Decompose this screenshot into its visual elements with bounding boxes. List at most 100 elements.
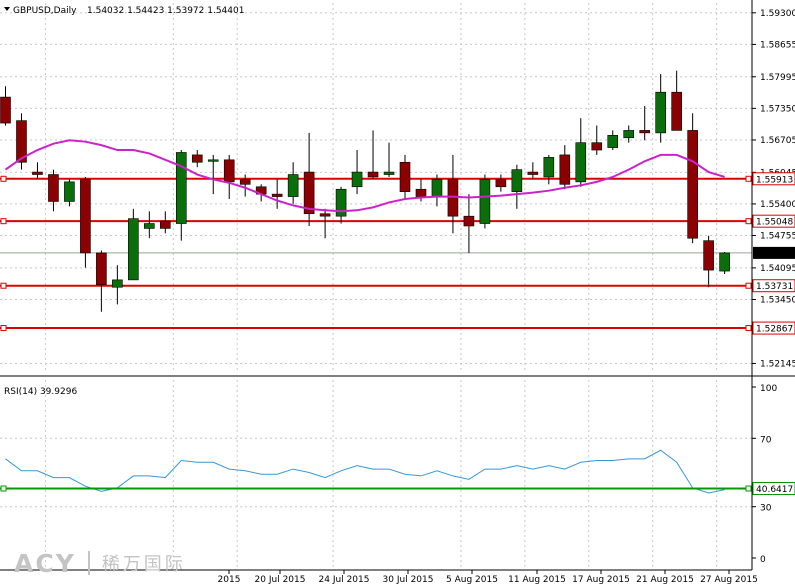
bear-candle xyxy=(559,145,571,190)
candle-body xyxy=(415,188,427,197)
candle-body xyxy=(607,135,619,148)
price-tick-label: 1.59300 xyxy=(760,9,795,19)
bear-candle xyxy=(527,162,539,180)
rsi-tick-label: 100 xyxy=(760,384,777,394)
line-handle-right[interactable] xyxy=(745,325,752,332)
candle-body xyxy=(543,157,555,178)
acy-watermark: ACY 稀万国际 xyxy=(14,548,186,578)
line-price-label: 1.55913 xyxy=(756,175,793,185)
line-handle-left[interactable] xyxy=(0,218,7,225)
line-price-box xyxy=(752,172,795,186)
bull-candle xyxy=(144,211,155,239)
price-grid xyxy=(0,3,752,373)
bull-candle xyxy=(719,251,730,275)
candle-body xyxy=(703,240,714,271)
rsi-level-handle-left[interactable] xyxy=(0,485,7,492)
candle-body xyxy=(431,179,443,197)
bear-candle xyxy=(671,70,682,131)
chart-header: GBPUSD,Daily 1.54032 1.54423 1.53972 1.5… xyxy=(4,6,244,16)
bull-candle xyxy=(511,164,523,209)
price-axis: 1.593001.586551.579951.573501.567051.560… xyxy=(752,9,795,369)
candle-body xyxy=(671,91,682,131)
bear-candle xyxy=(319,208,331,239)
line-handle-left[interactable] xyxy=(0,325,7,332)
candle-body xyxy=(207,159,219,162)
chart-frame xyxy=(0,0,795,571)
bear-candle xyxy=(271,179,283,209)
bear-candle xyxy=(32,162,43,180)
bear-candle xyxy=(16,113,27,170)
rsi-level-label: 40.6417 xyxy=(756,485,793,495)
price-tick-label: 1.55400 xyxy=(760,200,795,210)
rsi-tick-label: 30 xyxy=(760,504,772,514)
bull-candle xyxy=(207,154,219,195)
time-tick-label: 20 Jul 2015 xyxy=(255,575,306,585)
bull-candle xyxy=(607,130,619,151)
candle-body xyxy=(511,169,523,192)
horizontal-lines[interactable] xyxy=(0,175,752,332)
candle-body xyxy=(32,171,43,175)
candle-body xyxy=(239,179,251,185)
line-handle-right[interactable] xyxy=(745,282,752,289)
line-price-label: 1.55048 xyxy=(756,218,793,228)
bear-candle xyxy=(160,211,171,234)
candle-body xyxy=(96,252,107,286)
candle-body xyxy=(463,215,475,227)
watermark-divider xyxy=(87,551,90,575)
moving-average-line xyxy=(4,139,725,213)
line-handle-right[interactable] xyxy=(745,175,752,182)
line-price-label: 1.52867 xyxy=(756,325,793,335)
line-price-box xyxy=(752,214,795,228)
time-tick-label: 21 Aug 2015 xyxy=(636,575,694,585)
bear-candle xyxy=(80,176,91,268)
ohlc-values: 1.54032 1.54423 1.53972 1.54401 xyxy=(87,6,244,16)
rsi-level-handle-right[interactable] xyxy=(745,485,752,492)
candle-body xyxy=(559,154,571,185)
bear-candle xyxy=(0,86,11,126)
candle-body xyxy=(367,171,379,178)
candle-body xyxy=(655,91,666,134)
price-tick-label: 1.58655 xyxy=(760,40,795,50)
candle-body xyxy=(399,161,411,192)
line-price-box xyxy=(752,279,795,293)
time-tick-label: 30 Jul 2015 xyxy=(383,575,434,585)
bull-candle xyxy=(383,142,395,177)
candle-body xyxy=(175,152,187,224)
rsi-indicator: 40.6417 xyxy=(0,449,795,496)
bull-candle xyxy=(655,74,666,143)
rsi-tick-label: 0 xyxy=(760,555,766,565)
candle-body xyxy=(575,142,587,183)
candle-body xyxy=(191,154,203,163)
bear-candle xyxy=(463,194,475,253)
bull-candle xyxy=(543,154,555,185)
bear-candle xyxy=(495,174,507,192)
candle-body xyxy=(160,220,171,229)
bear-candle xyxy=(239,174,251,197)
current-price-label: 1.54401 xyxy=(756,249,793,259)
candle-body xyxy=(319,213,331,217)
candle-body xyxy=(16,120,27,163)
candle-body xyxy=(495,179,507,188)
bear-candle xyxy=(591,125,603,155)
line-handle-left[interactable] xyxy=(0,175,7,182)
bear-candle xyxy=(399,154,411,200)
bull-candle xyxy=(175,150,187,241)
candle-body xyxy=(351,171,363,188)
rsi-level-box xyxy=(752,482,795,496)
candle-body xyxy=(271,193,283,197)
bear-candle xyxy=(48,169,59,212)
moving-average xyxy=(4,139,725,213)
time-tick-label: 5 Aug 2015 xyxy=(446,575,498,585)
bull-candle xyxy=(575,118,587,187)
candle-body xyxy=(479,179,491,224)
line-handle-left[interactable] xyxy=(0,282,7,289)
candle-body xyxy=(287,174,299,197)
rsi-axis: 100 70 30 0 xyxy=(752,384,777,565)
candle-body xyxy=(48,174,59,202)
candle-body xyxy=(383,171,395,175)
triangle-down-icon[interactable] xyxy=(4,7,10,11)
line-handle-right[interactable] xyxy=(745,218,752,225)
candle-body xyxy=(591,142,603,151)
